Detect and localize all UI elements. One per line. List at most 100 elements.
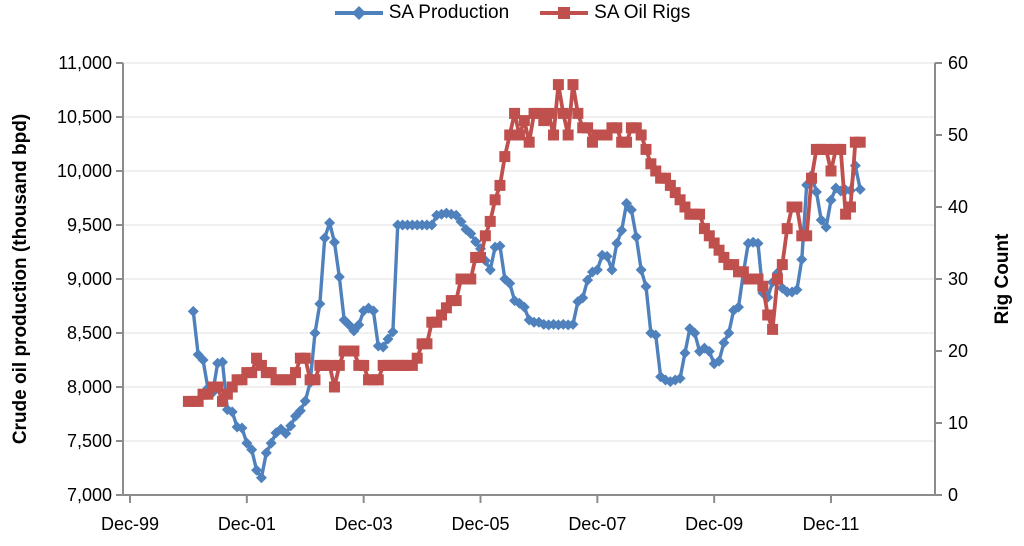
legend-label-sa-production: SA Production	[388, 2, 510, 23]
data-point	[752, 237, 764, 249]
data-point	[299, 352, 311, 364]
data-point	[328, 236, 340, 248]
data-point	[543, 107, 555, 119]
data-point	[854, 183, 866, 195]
data-point	[265, 367, 277, 379]
data-point	[718, 251, 730, 263]
data-point	[718, 337, 730, 349]
legend: SA Production SA Oil Rigs	[0, 2, 1024, 24]
data-point	[241, 437, 253, 449]
gridlines	[123, 62, 935, 442]
data-point	[621, 197, 633, 209]
data-point	[825, 165, 837, 177]
data-point	[251, 464, 263, 476]
y-left-tick-label: 10,000	[57, 161, 112, 181]
data-point	[518, 115, 530, 127]
data-point	[806, 172, 818, 184]
data-point	[621, 136, 633, 148]
data-point	[260, 447, 272, 459]
data-point	[328, 381, 340, 393]
data-point	[518, 301, 530, 313]
data-point	[246, 367, 258, 379]
data-point	[382, 333, 394, 345]
y-right-tick-label: 50	[948, 125, 968, 145]
x-tick-label: Dec-01	[218, 514, 276, 534]
y-left-tick-label: 9,500	[67, 215, 112, 235]
data-point	[679, 347, 691, 359]
series-sa-production	[187, 160, 866, 484]
data-point	[703, 230, 715, 242]
data-point	[548, 129, 560, 141]
data-point	[854, 136, 866, 148]
data-point	[406, 359, 418, 371]
data-point	[523, 136, 535, 148]
legend-item-sa-production: SA Production	[334, 2, 509, 24]
data-point	[324, 217, 336, 229]
data-point	[664, 179, 676, 191]
data-point	[484, 264, 496, 276]
data-point	[299, 395, 311, 407]
y-left-tick-label: 8,500	[67, 323, 112, 343]
data-point	[324, 359, 336, 371]
data-point	[372, 374, 384, 386]
data-point	[387, 326, 399, 338]
y-right-tick-label: 40	[948, 197, 968, 217]
data-point	[650, 165, 662, 177]
data-point	[567, 79, 579, 91]
y-right-tick-label: 0	[948, 485, 958, 505]
data-point	[840, 208, 852, 220]
data-point	[601, 250, 613, 262]
data-point	[221, 388, 233, 400]
data-point	[246, 444, 258, 456]
data-point	[640, 281, 652, 293]
data-point	[450, 295, 462, 307]
x-tick-label: Dec-99	[101, 514, 159, 534]
y-right-tick-label: 10	[948, 413, 968, 433]
data-point	[835, 143, 847, 155]
data-point	[737, 266, 749, 278]
data-point	[801, 230, 813, 242]
data-point	[728, 259, 740, 271]
data-point	[377, 341, 389, 353]
data-point	[265, 437, 277, 449]
data-point	[577, 292, 589, 304]
data-point	[611, 237, 623, 249]
data-point	[557, 107, 569, 119]
data-point	[290, 367, 302, 379]
data-point	[562, 129, 574, 141]
data-point	[533, 107, 545, 119]
data-point	[187, 305, 199, 317]
series-sa-oil-rigs	[182, 79, 866, 407]
data-point	[489, 194, 501, 206]
data-point	[504, 277, 516, 289]
data-point	[314, 298, 326, 310]
data-point	[494, 179, 506, 191]
data-point	[630, 122, 642, 134]
data-point	[791, 284, 803, 296]
right-axis-title: Rig Count	[992, 233, 1013, 325]
data-point	[844, 201, 856, 213]
y-left-tick-label: 8,000	[67, 377, 112, 397]
data-point	[280, 427, 292, 439]
data-point	[723, 327, 735, 339]
axes	[116, 62, 942, 503]
data-point	[475, 251, 486, 263]
data-point	[635, 129, 647, 141]
data-point	[713, 355, 725, 367]
data-point	[255, 359, 267, 371]
data-point	[450, 209, 462, 221]
data-point	[499, 151, 511, 163]
y-left-tick-label: 11,000	[58, 53, 112, 73]
data-point	[504, 129, 516, 141]
data-point	[479, 230, 491, 242]
data-point	[353, 319, 365, 331]
data-point	[611, 122, 623, 134]
data-point	[810, 186, 822, 198]
x-tick-label: Dec-03	[335, 514, 393, 534]
x-tick-label: Dec-11	[803, 514, 860, 534]
y-left-tick-label: 7,000	[67, 485, 112, 505]
data-point	[309, 327, 321, 339]
data-point	[294, 405, 306, 417]
data-point	[820, 221, 832, 233]
data-point	[767, 323, 779, 335]
